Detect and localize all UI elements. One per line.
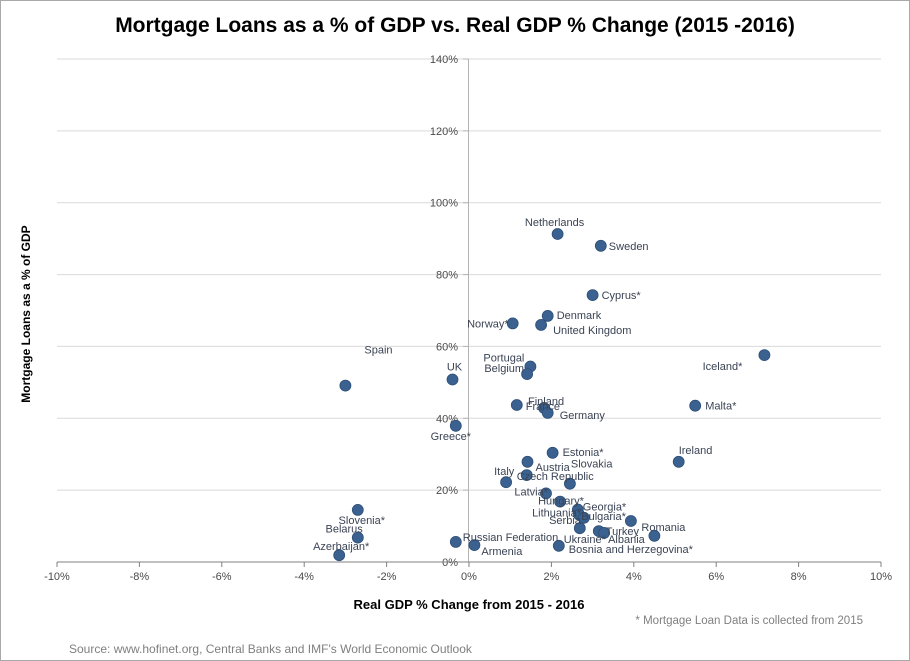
x-tick-label-4: 4% [626,571,642,583]
data-point-czech-republic [520,469,533,482]
data-point-label-denmark: Denmark [557,310,602,322]
x-tick-label--10: -10% [44,571,70,583]
x-tick-label--8: -8% [130,571,150,583]
data-point-spain [339,379,352,392]
data-point-hungary [554,495,566,508]
data-point-label-united-kingdom: United Kingdom [553,325,631,337]
data-point-italy [500,476,513,489]
data-point-label-romania: Romania [641,522,686,534]
data-point-label-norway: Norway* [467,318,509,330]
data-point-label-greece: Greece* [431,431,472,443]
data-point-label-bulgaria: Bulgaria* [581,511,626,523]
data-point-label-spain: Spain [364,345,392,357]
data-point-label-belgium: Belgium [484,363,524,375]
data-point-malta [689,399,702,412]
y-tick-label-0: 0% [442,557,458,569]
y-tick-label-20: 20% [436,485,458,497]
data-point-label-austria: Austria [536,462,571,474]
data-point-label-slovakia: Slovakia [571,459,613,471]
y-tick-label-80: 80% [436,270,458,282]
data-point-france [510,399,523,411]
data-point-label-ukraine: Ukraine* [564,534,607,546]
x-tick-label-6: 6% [708,571,724,583]
data-point-label-iceland: Iceland* [703,361,743,373]
data-point-denmark [541,309,554,322]
footnote: * Mortgage Loan Data is collected from 2… [635,615,863,627]
data-point-belarus [351,531,364,544]
data-point-label-lithuania: Lithuania* [532,508,582,520]
y-tick-label-60: 60% [436,341,458,353]
data-point-label-georgia: Georgia* [583,502,627,514]
data-point-label-slovenia: Slovenia* [339,515,386,527]
data-point-label-albania: Albania [608,534,646,546]
data-point-uk [446,373,459,386]
data-point-label-bosnia-and-herzegovina: Bosnia and Herzegovina* [569,544,694,556]
data-point-label-belarus: Belarus [326,524,364,536]
data-point-label-azerbaijan: Azerbaijan* [313,541,370,553]
data-point-label-uk: UK [447,362,463,374]
x-tick-label--2: -2% [377,571,397,583]
x-tick-label--6: -6% [212,571,232,583]
data-point-romania [648,529,661,542]
data-point-united-kingdom [535,318,547,331]
data-point-estonia [546,446,559,459]
data-point-bosnia-and-herzegovina [552,539,565,552]
data-point-label-estonia: Estonia* [563,447,605,459]
x-axis-title: Real GDP % Change from 2015 - 2016 [353,597,585,612]
data-point-albania [598,527,610,539]
data-point-ireland [672,455,685,468]
y-tick-label-100: 100% [430,198,458,210]
data-point-belgium [521,368,533,381]
data-point-ukraine [573,522,586,535]
x-tick-label-2: 2% [543,571,559,583]
data-point-bulgaria [625,515,637,527]
data-point-label-serbia: Serbia [549,515,582,527]
data-point-label-germany: Germany [560,410,606,422]
data-point-latvia [540,487,552,500]
data-point-austria [521,455,534,468]
x-tick-label-10: 10% [870,571,892,583]
data-point-slovenia [351,503,364,516]
data-point-armenia [468,539,481,551]
data-point-label-armenia: Armenia [481,546,523,558]
data-point-greece [449,419,462,432]
data-point-azerbaijan [333,549,346,562]
source-text: Source: www.hofinet.org, Central Banks a… [69,642,472,656]
data-point-label-portugal: Portugal [483,353,524,365]
data-point-serbia [578,511,590,524]
data-point-russian-federation [449,536,462,548]
data-point-label-finland: Finland [528,396,564,408]
data-point-label-russian-federation: Russian Federation [463,532,558,544]
data-point-label-cyprus: Cyprus* [602,290,642,302]
data-point-netherlands [551,228,564,240]
data-point-label-hungary: Hungary* [538,496,585,508]
data-point-label-turkey: Turkey [606,526,640,538]
data-point-label-ireland: Ireland [679,445,713,457]
data-point-label-france: France [526,401,560,413]
x-tick-label--4: -4% [294,571,314,583]
data-point-cyprus [586,289,599,302]
data-point-slovakia [564,477,576,490]
data-point-label-czech-republic: Czech Republic [517,471,595,483]
data-point-sweden [594,239,607,252]
x-tick-label-8: 8% [791,571,807,583]
y-tick-label-120: 120% [430,126,458,138]
data-point-label-malta: Malta* [705,401,737,413]
data-point-label-sweden: Sweden [609,241,649,253]
chart-title: Mortgage Loans as a % of GDP vs. Real GD… [115,14,795,37]
data-point-germany [541,406,554,419]
data-point-iceland [758,349,771,362]
y-tick-label-140: 140% [430,54,458,66]
x-tick-label-0: 0% [461,571,477,583]
data-point-label-netherlands: Netherlands [525,217,585,229]
data-point-label-latvia: Latvia* [514,486,548,498]
data-point-norway [506,317,519,330]
data-point-label-italy: Italy [494,466,515,478]
